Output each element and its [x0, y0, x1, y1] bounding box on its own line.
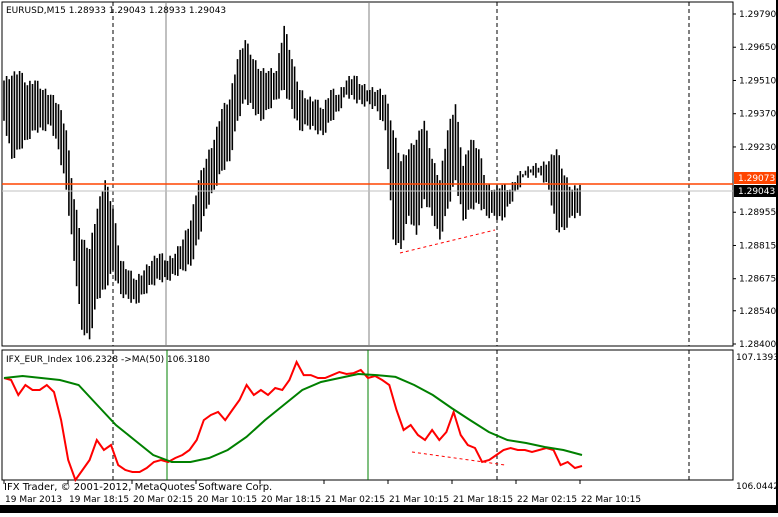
- indicator-pane-label: IFX_EUR_Index 106.2328 ->MA(50) 106.3180: [6, 355, 210, 365]
- time-tick-label: 20 Mar 18:15: [261, 495, 321, 505]
- price-tick-label: 1.28400: [739, 340, 776, 350]
- price-tick-label: 1.29370: [739, 110, 776, 120]
- index-line: [3, 359, 583, 483]
- main-pane-label: EURUSD,M15 1.28933 1.29043 1.28933 1.290…: [6, 6, 226, 16]
- ma-line: [3, 372, 583, 463]
- price-tick-label: 1.28955: [739, 208, 776, 218]
- time-tick-label: 19 Mar 18:15: [69, 495, 129, 505]
- indicator-lines: [3, 359, 583, 483]
- time-tick-label: 20 Mar 02:15: [133, 495, 193, 505]
- price-tick-label: 1.29510: [739, 76, 776, 86]
- bid-price-tag: [734, 185, 778, 197]
- price-tick-label: 1.29650: [739, 43, 776, 53]
- time-tick-label: 22 Mar 02:15: [517, 495, 577, 505]
- price-tick-label: 1.28815: [739, 241, 776, 251]
- price-bars: [3, 25, 581, 340]
- time-axis: 19 Mar 2013 19 Mar 18:15 20 Mar 02:15 20 Ma…: [3, 480, 641, 505]
- price-tick-label: 1.29230: [739, 143, 776, 153]
- price-tick-label: 1.28675: [739, 275, 776, 285]
- time-tick-label: 22 Mar 10:15: [581, 495, 641, 505]
- time-tick-label: 21 Mar 10:15: [389, 495, 449, 505]
- right-border: [776, 0, 778, 513]
- bid-price-tag-text: 1.29043: [738, 187, 775, 197]
- price-tick-label: 1.29790: [739, 10, 776, 20]
- price-axis: 1.29790 1.29650 1.29510 1.29370 1.29230 1.289…: [733, 10, 778, 492]
- price-tick-label: 1.28540: [739, 307, 776, 317]
- indicator-tick-label: 106.0442: [736, 482, 778, 492]
- copyright-text: IFX Trader, © 2001-2012, MetaQuotes Soft…: [4, 482, 272, 493]
- time-tick-label: 19 Mar 2013: [5, 495, 62, 505]
- ask-price-tag: [734, 172, 778, 184]
- time-tick-label: 21 Mar 02:15: [325, 495, 385, 505]
- bottom-border: [0, 505, 778, 513]
- main-trendline[interactable]: [399, 229, 496, 254]
- period-separators: [112, 2, 690, 480]
- ask-price-tag-text: 1.29073: [738, 174, 775, 184]
- time-tick-label: 21 Mar 18:15: [453, 495, 513, 505]
- indicator-tick-label: 107.1393: [736, 353, 778, 363]
- indicator-trendline[interactable]: [411, 451, 506, 466]
- time-tick-label: 20 Mar 10:15: [197, 495, 257, 505]
- main-pane-frame: [1, 1, 734, 347]
